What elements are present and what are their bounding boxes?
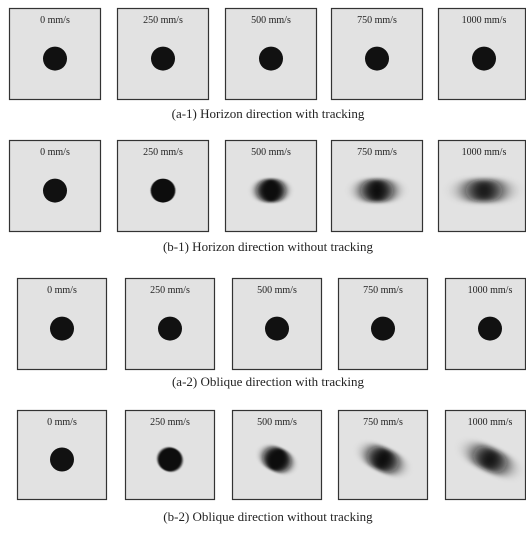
image-panel: 250 mm/s <box>126 411 215 500</box>
speed-label: 750 mm/s <box>363 417 403 428</box>
image-panel: 750 mm/s <box>332 9 423 100</box>
target-dot <box>43 47 67 71</box>
target-dot <box>371 317 395 341</box>
target-dot <box>365 47 389 71</box>
target-dot <box>50 317 74 341</box>
speed-label: 750 mm/s <box>357 147 397 158</box>
image-panel: 500 mm/s <box>226 141 317 232</box>
caption: (b-2) Oblique direction without tracking <box>163 509 373 524</box>
speed-label: 1000 mm/s <box>462 15 507 26</box>
speed-label: 250 mm/s <box>143 15 183 26</box>
target-dot <box>361 179 393 203</box>
target-dot <box>151 179 176 203</box>
target-dot <box>151 47 175 71</box>
image-panel: 250 mm/s <box>126 279 215 370</box>
target-dot <box>43 179 67 203</box>
image-panel: 1000 mm/s <box>446 411 526 500</box>
speed-label: 0 mm/s <box>40 147 70 158</box>
speed-label: 250 mm/s <box>150 285 190 296</box>
image-panel: 1000 mm/s <box>446 279 526 370</box>
image-panel: 0 mm/s <box>10 9 101 100</box>
image-panel: 750 mm/s <box>332 141 423 232</box>
speed-label: 500 mm/s <box>257 285 297 296</box>
speed-label: 0 mm/s <box>47 285 77 296</box>
caption: (a-1) Horizon direction with tracking <box>172 106 365 121</box>
image-panel: 500 mm/s <box>233 279 322 370</box>
speed-label: 250 mm/s <box>143 147 183 158</box>
image-panel: 0 mm/s <box>10 141 101 232</box>
page: {"rows": [ {"panels": ["0 mm/s", "250 mm… <box>0 0 526 534</box>
figure: 0 mm/s 250 mm/s 500 mm/s 750 mm/s 1000 mm/s (… <box>0 0 526 534</box>
caption: (a-2) Oblique direction with tracking <box>172 374 365 389</box>
speed-label: 500 mm/s <box>251 15 291 26</box>
speed-label: 1000 mm/s <box>468 417 513 428</box>
image-panel: 250 mm/s <box>118 9 209 100</box>
image-panel: 250 mm/s <box>118 141 209 232</box>
image-panel: 500 mm/s <box>233 411 322 500</box>
target-dot <box>478 317 502 341</box>
caption: (b-1) Horizon direction without tracking <box>163 239 374 254</box>
target-dot <box>472 47 496 71</box>
speed-label: 1000 mm/s <box>468 285 513 296</box>
image-panel: 750 mm/s <box>339 411 428 500</box>
target-dot <box>50 448 74 472</box>
speed-label: 750 mm/s <box>357 15 397 26</box>
image-panel: 0 mm/s <box>18 411 107 500</box>
target-dot <box>257 179 286 203</box>
image-panel: 1000 mm/s <box>439 9 526 100</box>
speed-label: 0 mm/s <box>47 417 77 428</box>
speed-label: 500 mm/s <box>257 417 297 428</box>
speed-label: 0 mm/s <box>40 15 70 26</box>
target-dot <box>265 317 289 341</box>
speed-label: 500 mm/s <box>251 147 291 158</box>
speed-label: 750 mm/s <box>363 285 403 296</box>
target-dot <box>259 47 283 71</box>
image-panel: 1000 mm/s <box>439 141 526 232</box>
image-panel: 0 mm/s <box>18 279 107 370</box>
speed-label: 1000 mm/s <box>462 147 507 158</box>
speed-label: 250 mm/s <box>150 417 190 428</box>
image-panel: 750 mm/s <box>339 279 428 370</box>
image-panel: 500 mm/s <box>226 9 317 100</box>
target-dot <box>466 179 502 203</box>
target-dot <box>158 317 182 341</box>
